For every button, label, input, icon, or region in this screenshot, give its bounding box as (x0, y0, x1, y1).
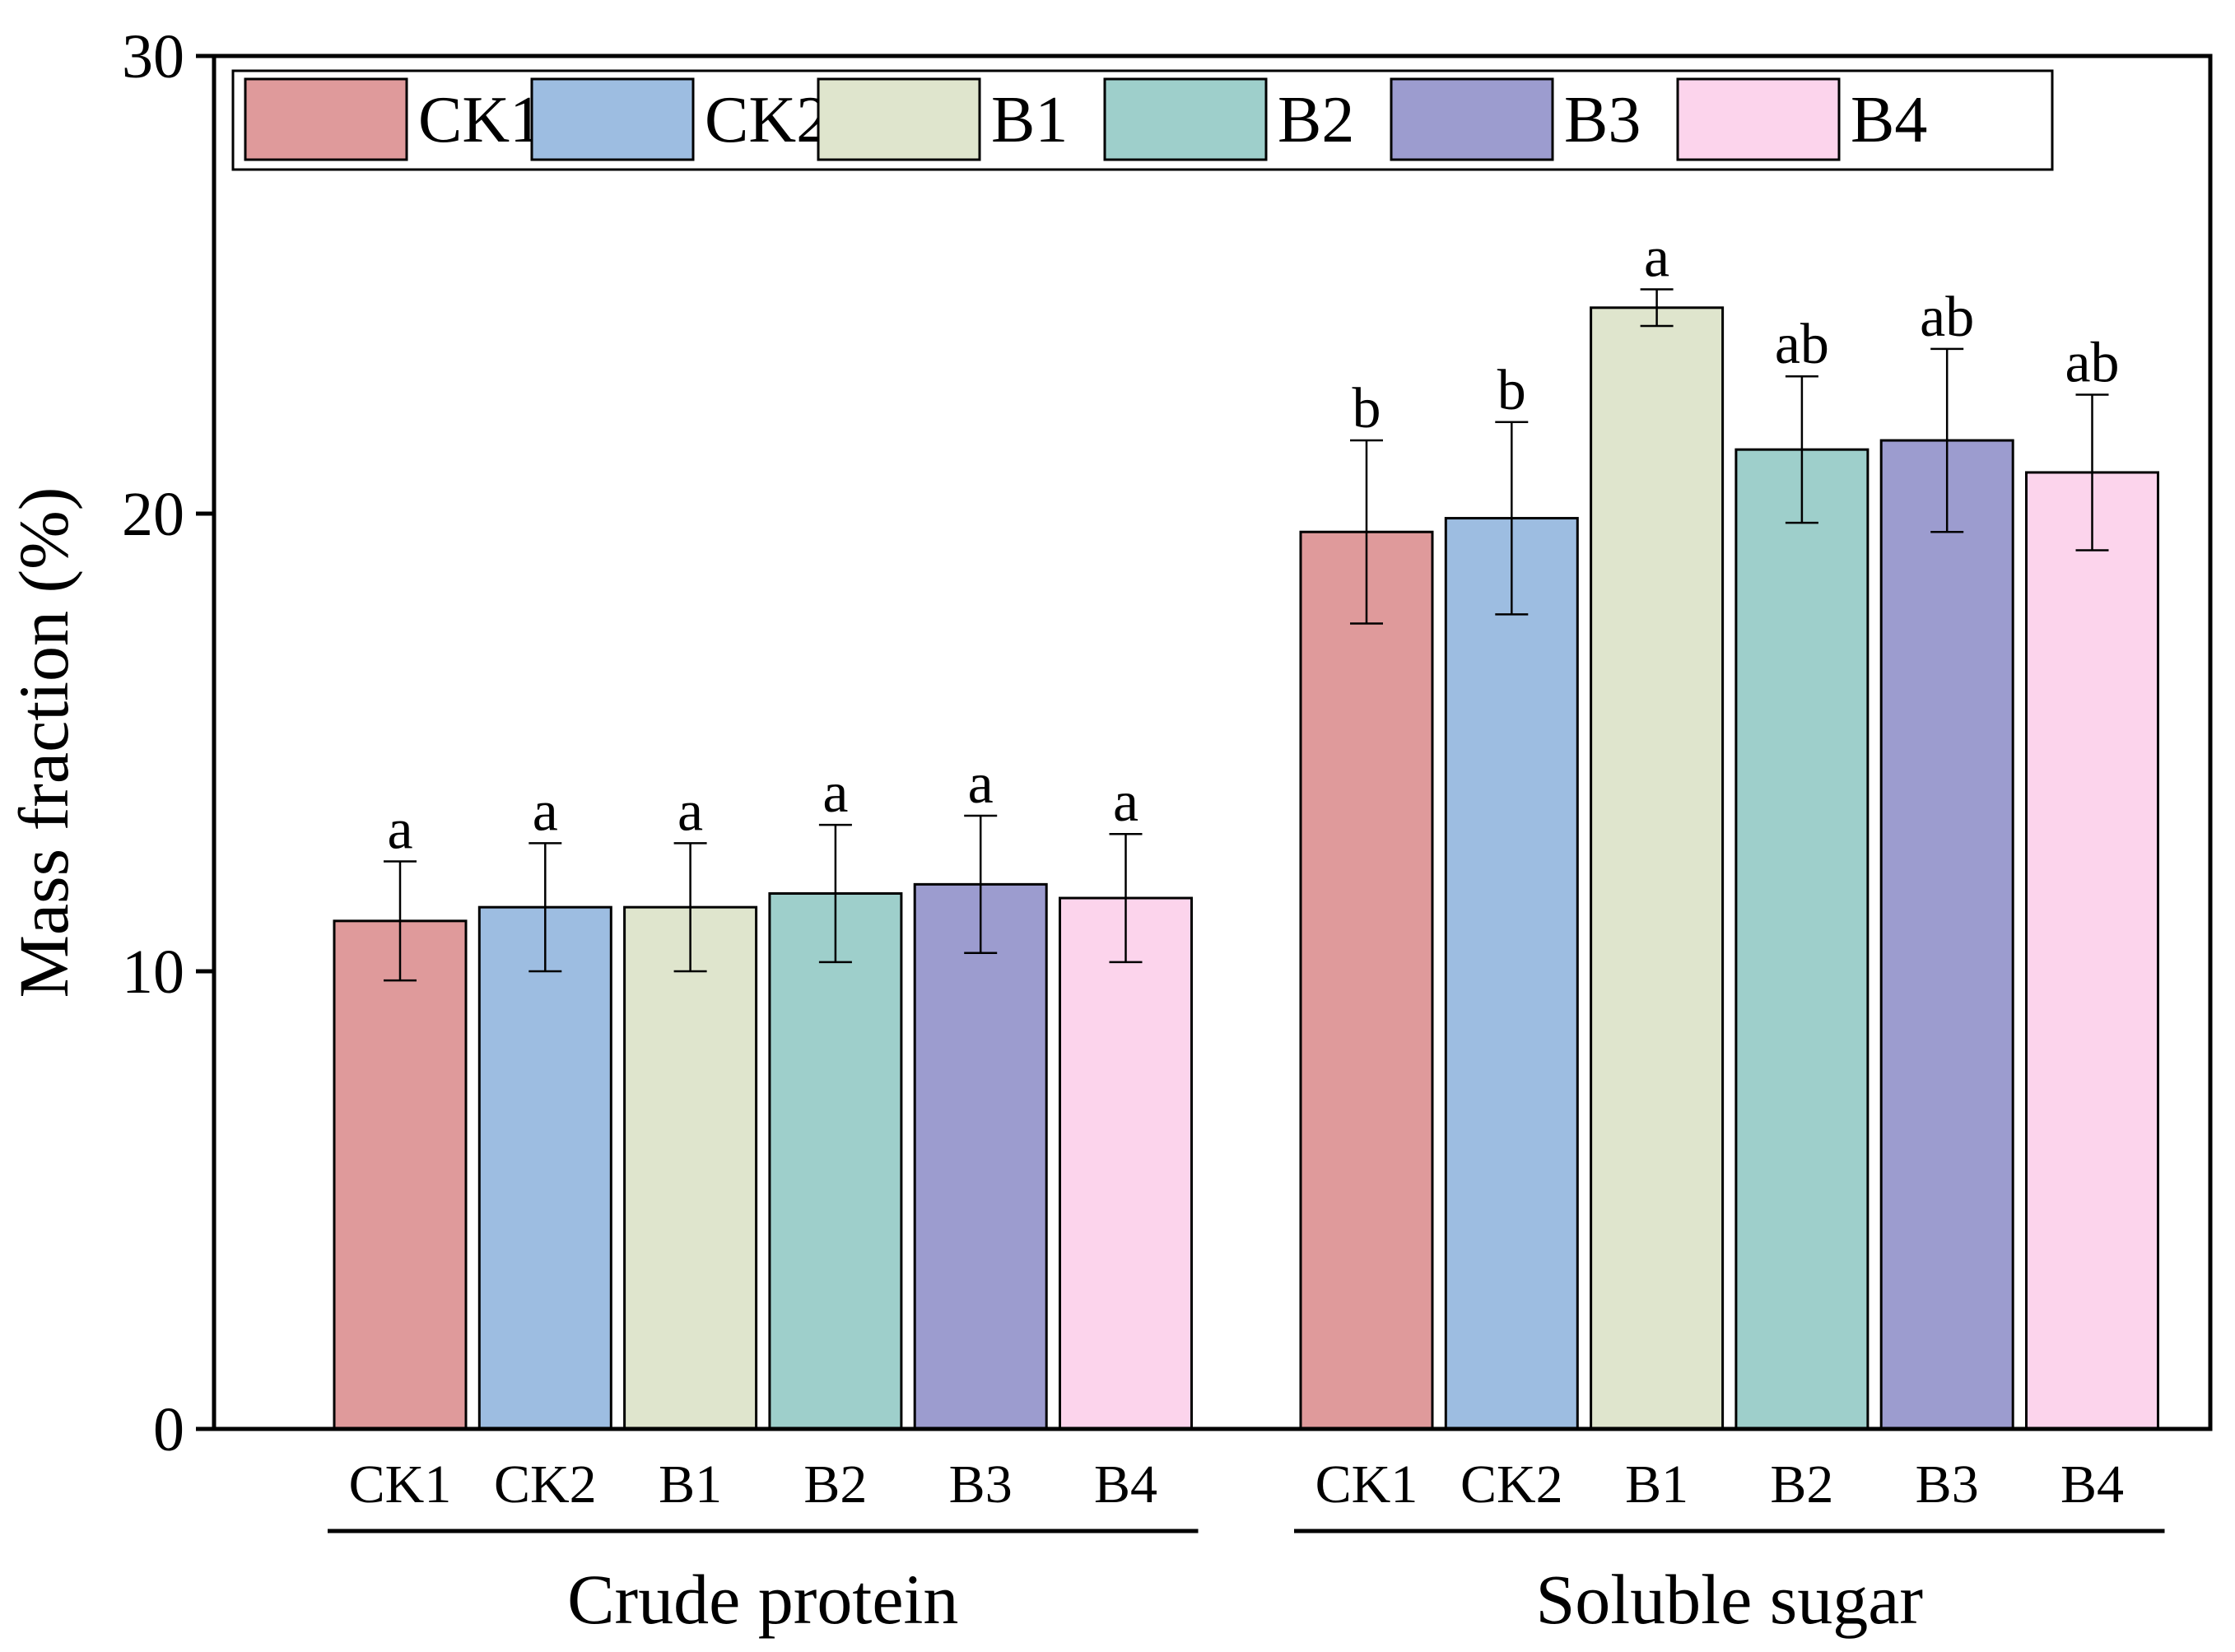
significance-label: a (968, 752, 994, 816)
bar-b2 (1734, 448, 1869, 1431)
significance-label: a (1113, 770, 1138, 834)
x-category-label: CK1 (349, 1454, 452, 1515)
error-bar (818, 823, 852, 964)
error-bar (1640, 288, 1674, 328)
error-bar (1350, 439, 1383, 625)
significance-label: a (387, 798, 412, 862)
x-category-label: CK2 (494, 1454, 597, 1515)
error-bar (1785, 375, 1818, 524)
bar-b1 (623, 905, 758, 1431)
bar-ck2 (477, 905, 612, 1431)
y-tick-label: 30 (122, 22, 184, 91)
bar-b1 (1590, 306, 1725, 1431)
x-category-label: B1 (1625, 1454, 1688, 1515)
x-category-label: B3 (1916, 1454, 1979, 1515)
error-bar (964, 814, 998, 955)
significance-label: a (533, 779, 558, 843)
y-tick-label: 10 (122, 938, 184, 1007)
bar-b4 (2025, 471, 2159, 1431)
x-category-label: B4 (2060, 1454, 2124, 1515)
group-label: Crude protein (567, 1560, 958, 1639)
significance-label: b (1497, 359, 1526, 422)
bar-b3 (1879, 439, 2014, 1431)
legend-item-ck2: CK2 (530, 77, 829, 161)
bars-layer (333, 306, 2159, 1431)
bar-b2 (768, 891, 903, 1431)
significance-label: ab (2065, 331, 2119, 394)
error-bar (1109, 832, 1143, 964)
legend-swatch (817, 77, 981, 161)
legend-item-b2: B2 (1103, 77, 1354, 161)
error-bar (384, 860, 417, 982)
legend-item-b3: B3 (1390, 77, 1641, 161)
legend-label: B4 (1851, 84, 1927, 156)
significance-label: a (1644, 226, 1669, 290)
legend: CK1 CK2 B1 B2 B3 B4 (231, 69, 2054, 171)
legend-swatch (1390, 77, 1554, 161)
y-axis-title: Mass fraction (%) (4, 487, 83, 998)
legend-item-b4: B4 (1676, 77, 1927, 161)
x-category-label: CK1 (1315, 1454, 1418, 1515)
x-category-label: B2 (803, 1454, 867, 1515)
significance-label: b (1353, 377, 1381, 440)
significance-label: a (822, 761, 848, 825)
error-bars-layer (384, 288, 2109, 982)
error-bar (1930, 347, 1964, 533)
legend-label: B3 (1564, 84, 1641, 156)
error-bar (673, 842, 707, 973)
error-bar (1495, 421, 1529, 616)
x-category-label: CK2 (1460, 1454, 1563, 1515)
significance-label: a (677, 779, 703, 843)
bar-ck2 (1444, 517, 1579, 1431)
significance-label: ab (1920, 286, 1974, 349)
error-bar (528, 842, 562, 973)
y-tick-label: 0 (153, 1395, 184, 1464)
error-bar (2075, 393, 2109, 551)
legend-label: CK1 (418, 84, 542, 156)
y-axis: 0 10 20 30 (122, 22, 214, 1464)
x-category-label: B4 (1094, 1454, 1157, 1515)
group-label: Soluble sugar (1535, 1560, 1923, 1639)
legend-swatch (530, 77, 695, 161)
legend-label: B1 (991, 84, 1068, 156)
legend-swatch (1103, 77, 1268, 161)
legend-swatch (1676, 77, 1841, 161)
plot-frame (212, 54, 2213, 1431)
x-axis: CK1 CK2 B1 B2 B3 B4 Crude protein CK1 CK2 B1 B2 B3 B… (328, 1454, 2165, 1639)
x-category-label: B1 (659, 1454, 722, 1515)
bar-b4 (1059, 896, 1193, 1431)
legend-item-ck1: CK1 (244, 77, 542, 161)
bar-b3 (913, 882, 1048, 1431)
legend-label: B2 (1278, 84, 1354, 156)
significance-label: ab (1775, 313, 1829, 376)
legend-swatch (244, 77, 408, 161)
x-category-label: B2 (1770, 1454, 1833, 1515)
y-tick-label: 20 (122, 480, 184, 549)
legend-label: CK2 (705, 84, 829, 156)
legend-item-b1: B1 (817, 77, 1068, 161)
x-category-label: B3 (949, 1454, 1013, 1515)
bar-ck1 (333, 919, 468, 1431)
bar-ck1 (1299, 530, 1434, 1431)
